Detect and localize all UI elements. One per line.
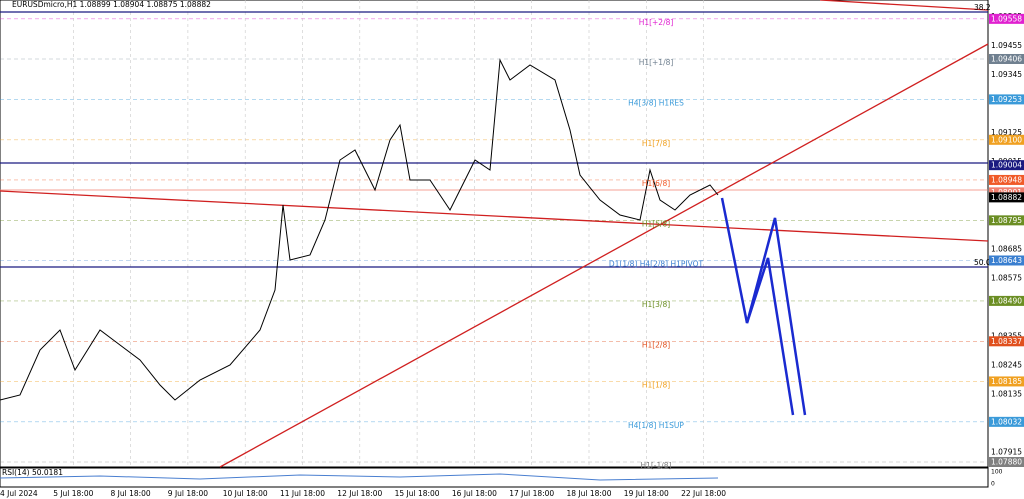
price-axis-label: 1.09125 [991, 128, 1022, 137]
rsi-label: RSI(14) 50.0181 [2, 468, 63, 477]
price-box-text: 1.09100 [991, 135, 1022, 144]
level-label: H4[1/8] H1SUP [628, 421, 684, 430]
time-axis-label: 9 Jul 18:00 [168, 489, 208, 498]
price-box [989, 295, 1024, 306]
level-label: H1[1/8] [642, 380, 670, 389]
price-axis-label: 1.09455 [991, 41, 1022, 50]
price-box-text: 1.09558 [991, 14, 1022, 23]
time-axis-label: 12 Jul 18:00 [337, 489, 382, 498]
price-box [989, 174, 1024, 185]
time-axis-label: 17 Jul 18:00 [509, 489, 554, 498]
rsi-axis-label: 0 [991, 481, 995, 488]
price-box [989, 187, 1024, 198]
rsi-line [0, 473, 719, 481]
trend-line [0, 190, 989, 242]
price-box [989, 94, 1024, 105]
price-box-text: 1.08490 [991, 296, 1022, 305]
grid [0, 0, 988, 467]
chart-header: EURUSDmicro,H1 1.08899 1.08904 1.08875 1… [12, 0, 211, 9]
trend-line [219, 43, 989, 468]
level-label: H1[6/8] [642, 179, 670, 188]
forecast-arrow [745, 257, 795, 416]
price-box [989, 134, 1024, 145]
price-box [989, 215, 1024, 226]
price-box [989, 376, 1024, 387]
level-label: H1[5/8] [642, 219, 670, 228]
price-box [989, 160, 1024, 171]
level-label: H1[+2/8] [639, 18, 674, 27]
price-path [0, 58, 719, 401]
price-box-text: 1.08643 [991, 256, 1022, 265]
price-axis-label: 1.08245 [991, 361, 1022, 370]
time-axis-label: 11 Jul 18:00 [280, 489, 325, 498]
price-box [989, 13, 1024, 24]
level-label: H1[+1/8] [639, 58, 674, 67]
time-axis-label: 18 Jul 18:00 [567, 489, 612, 498]
fibo-label: 38.2 [974, 3, 991, 12]
forecast-arrow [720, 197, 807, 416]
price-axis-label: 1.08355 [991, 332, 1022, 341]
price-box [989, 53, 1024, 64]
price-box [989, 416, 1024, 427]
price-axis-label: 1.07915 [991, 448, 1022, 457]
price-box [989, 456, 1024, 467]
price-box-text: 1.09406 [991, 54, 1022, 63]
time-axis-label: 8 Jul 18:00 [110, 489, 150, 498]
price-box-text: 1.08032 [991, 417, 1022, 426]
price-box [989, 336, 1024, 347]
price-axis-label: 1.09345 [991, 70, 1022, 79]
price-box-text: 1.08948 [991, 175, 1022, 184]
level-label: H4[3/8] H1RES [628, 98, 684, 107]
price-box-text: 1.08901 [991, 188, 1022, 197]
price-box-text: 1.08337 [991, 337, 1022, 346]
time-axis-label: 22 Jul 18:00 [681, 489, 726, 498]
level-label: H1[3/8] [642, 300, 670, 309]
level-label: H1[2/8] [642, 340, 670, 349]
time-axis-label: 15 Jul 18:00 [395, 489, 440, 498]
price-box-text: 1.08185 [991, 377, 1022, 386]
level-label: H1[-1/8] [640, 461, 671, 470]
trend-line [819, 0, 989, 11]
time-axis-label: 16 Jul 18:00 [452, 489, 497, 498]
price-box-text: 1.09253 [991, 95, 1022, 104]
rsi-pane [0, 467, 989, 488]
time-axis-label: 5 Jul 18:00 [53, 489, 93, 498]
price-box-text: 1.08882 [991, 193, 1022, 202]
price-axis-label: 1.08685 [991, 244, 1022, 253]
price-axis-label: 1.08575 [991, 273, 1022, 282]
price-box [989, 255, 1024, 266]
price-box-text: 1.07880 [991, 457, 1022, 466]
price-box [989, 192, 1024, 203]
level-label: H1[7/8] [642, 139, 670, 148]
price-box-text: 1.08795 [991, 216, 1022, 225]
time-axis-label: 19 Jul 18:00 [624, 489, 669, 498]
price-box-text: 1.09004 [991, 161, 1022, 170]
rsi-axis-label: 100 [991, 469, 1003, 476]
time-axis-label: 10 Jul 18:00 [223, 489, 268, 498]
fibo-label: 50.0 [974, 258, 991, 267]
level-label: D1[1/8] H4[2/8] H1PIVOT [609, 259, 704, 268]
price-axis-label: 1.08135 [991, 390, 1022, 399]
time-axis-label: 4 Jul 2024 [0, 489, 38, 498]
